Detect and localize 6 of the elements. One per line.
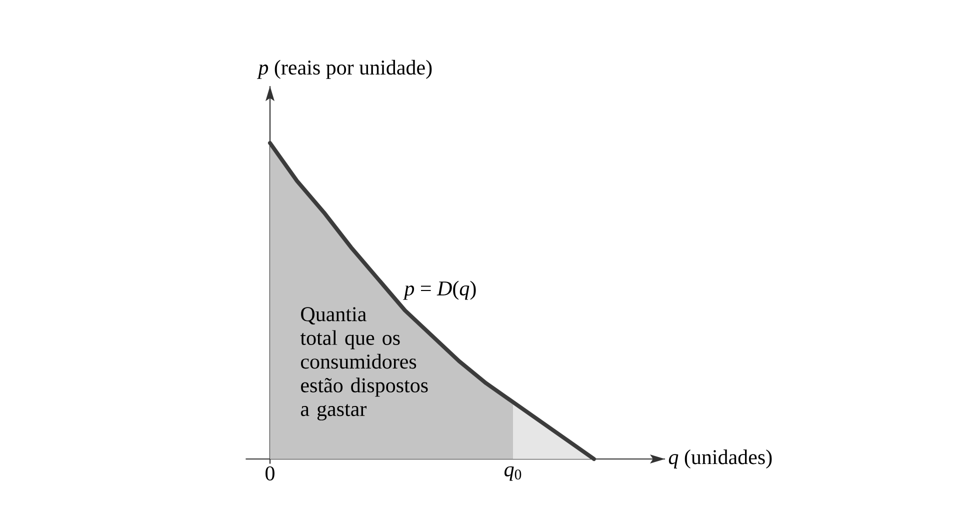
x-tick-label: q$_{0}$ xyxy=(504,466,522,481)
annotation: p = D(q) xyxy=(402,280,476,300)
annotation: Quantia total que os consumidores estão dispostos a gastar xyxy=(300,307,428,420)
x-tick-label: 0 xyxy=(266,466,274,480)
y-axis-title: p (reais por unidade) xyxy=(256,60,432,79)
x-axis-title: q (unidades) xyxy=(668,449,772,469)
